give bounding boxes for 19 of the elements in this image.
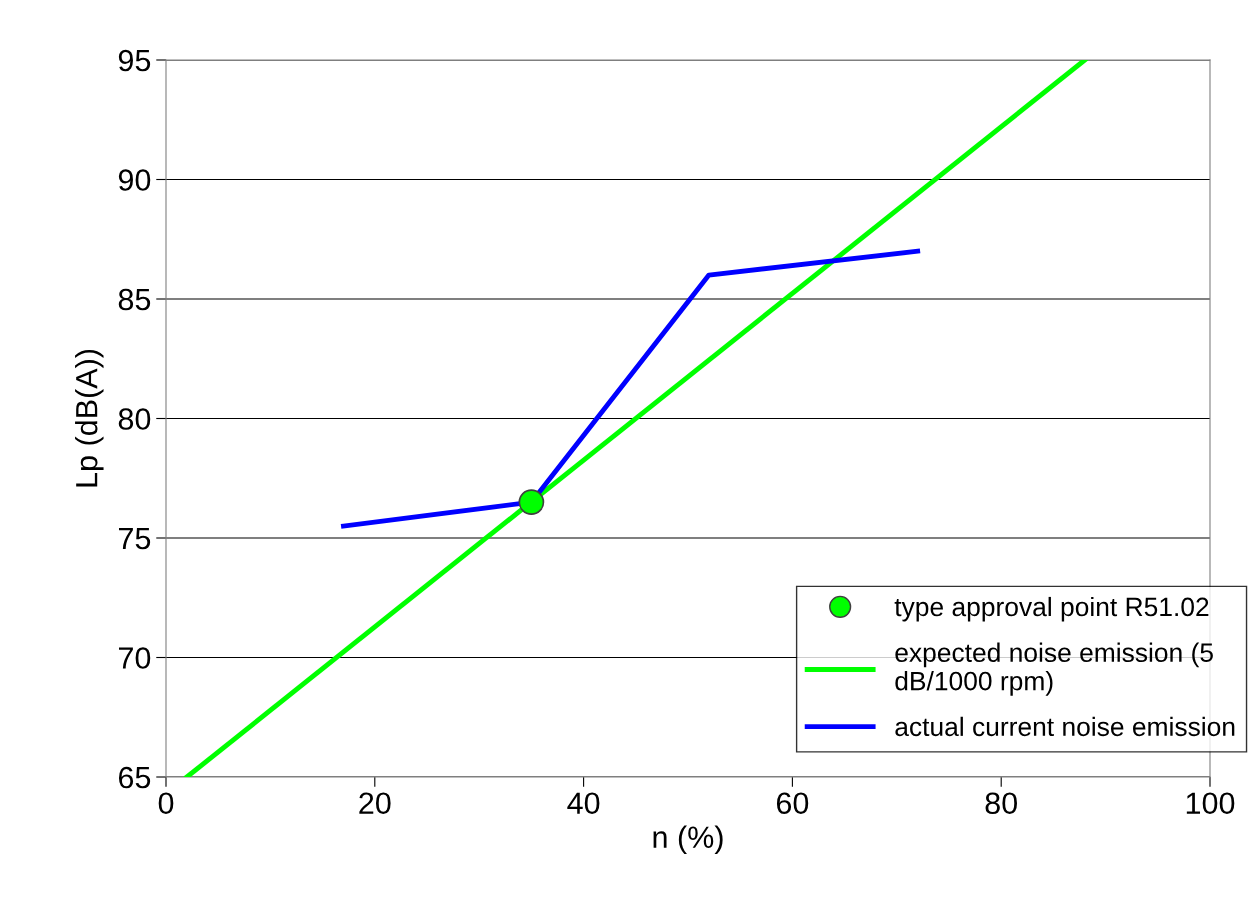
- line-series: [341, 248, 921, 529]
- legend-label: actual current noise emission: [895, 716, 1235, 737]
- legend-label: expected noise emission (5 dB/1000 rpm): [895, 642, 1213, 696]
- x-tick-label: 80: [985, 792, 1017, 815]
- x-tick-label: 20: [359, 792, 391, 815]
- x-tick-label: 40: [567, 792, 600, 815]
- x-tick-label: 60: [776, 792, 809, 815]
- y-tick-label: 80: [118, 408, 151, 430]
- x-tick-label: 0: [158, 792, 174, 815]
- y-tick-label: 85: [118, 288, 151, 311]
- y-tick-label: 95: [118, 49, 151, 72]
- y-tick-label: 70: [119, 647, 151, 669]
- y-tick-label: 90: [118, 169, 151, 191]
- y-tick-label: 65: [118, 766, 151, 789]
- x-tick-label: 100: [1186, 792, 1235, 815]
- x-axis-title: n (%): [653, 825, 723, 855]
- legend-label: type approval point R51.02: [894, 596, 1209, 622]
- y-axis-title: Lp (dB(A)): [75, 349, 104, 487]
- y-tick-label: 75: [119, 528, 151, 550]
